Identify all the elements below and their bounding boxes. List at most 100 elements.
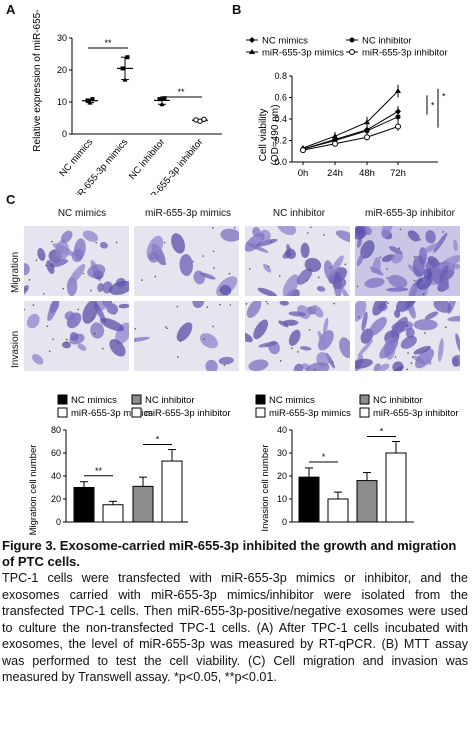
migration-bar-chart: Migration cell number NC mimicsmiR-655-3… bbox=[0, 390, 240, 535]
bar-y-tick-label: 0 bbox=[56, 517, 61, 527]
membrane-pore bbox=[280, 360, 282, 362]
bar bbox=[328, 499, 348, 522]
column-label-nc-mimics: NC mimics bbox=[27, 208, 137, 219]
sig-label: * bbox=[322, 452, 326, 462]
b-y-tick-label: 0.8 bbox=[274, 71, 287, 81]
b-y-tick-label: 0.4 bbox=[274, 114, 287, 124]
membrane-pore bbox=[46, 325, 48, 327]
b-series-line bbox=[303, 117, 398, 149]
invasion-ylabel: Invasion cell number bbox=[260, 444, 271, 531]
membrane-pore bbox=[220, 289, 222, 291]
membrane-pore bbox=[445, 326, 447, 328]
membrane-pore bbox=[344, 264, 346, 266]
membrane-pore bbox=[309, 329, 311, 331]
a-point bbox=[91, 97, 95, 101]
membrane-pore bbox=[45, 265, 47, 267]
membrane-pore bbox=[380, 256, 382, 258]
membrane-pore bbox=[33, 304, 35, 306]
membrane-pore bbox=[164, 242, 166, 244]
membrane-pore bbox=[297, 351, 299, 353]
membrane-pore bbox=[230, 304, 232, 306]
membrane-pore bbox=[207, 306, 209, 308]
a-sig-label: ** bbox=[104, 38, 112, 48]
membrane-pore bbox=[224, 364, 226, 366]
b-series-line bbox=[303, 127, 398, 151]
caption-title: Figure 3. Exosome-carried miR-655-3p inh… bbox=[2, 538, 468, 570]
b-x-tick-label: 48h bbox=[359, 168, 375, 179]
legend-swatch bbox=[58, 408, 67, 417]
bar bbox=[74, 488, 94, 523]
membrane-pore bbox=[453, 265, 455, 267]
bar bbox=[133, 486, 153, 522]
legend-label: miR-655-3p mimics bbox=[269, 408, 351, 419]
figure-caption: Figure 3. Exosome-carried miR-655-3p inh… bbox=[2, 538, 468, 686]
membrane-pore bbox=[83, 273, 85, 275]
membrane-pore bbox=[407, 352, 409, 354]
b-point bbox=[365, 128, 370, 133]
b-point bbox=[396, 114, 401, 119]
membrane-pore bbox=[314, 369, 316, 371]
bar bbox=[103, 505, 123, 522]
b-legend-marker bbox=[249, 37, 255, 43]
a-point bbox=[121, 66, 125, 70]
legend-swatch bbox=[132, 395, 141, 404]
membrane-pore bbox=[414, 256, 416, 258]
membrane-pore bbox=[406, 325, 408, 327]
panel-a-ylabel: Relative expression of miR-655-3p bbox=[32, 10, 43, 152]
panel-b-ylabel-line1: Cell viability bbox=[258, 109, 269, 162]
a-point bbox=[126, 55, 130, 59]
membrane-pore bbox=[176, 306, 178, 308]
b-x-tick-label: 24h bbox=[327, 168, 343, 179]
invasion-bar-chart: Invasion cell number NC mimics miR-655-3p… bbox=[236, 390, 472, 535]
membrane-pore bbox=[271, 241, 273, 243]
membrane-pore bbox=[166, 327, 168, 329]
membrane-pore bbox=[229, 273, 231, 275]
membrane-pore bbox=[291, 324, 293, 326]
panel-a-chart: Relative expression of miR-655-3p 010203… bbox=[0, 10, 225, 195]
b-legend-label: NC mimics bbox=[262, 36, 308, 47]
b-point bbox=[395, 88, 401, 93]
bar-y-tick-label: 80 bbox=[51, 425, 61, 435]
bar bbox=[357, 481, 377, 522]
membrane-pore bbox=[51, 241, 53, 243]
sig-label: ** bbox=[95, 466, 103, 476]
membrane-pore bbox=[212, 326, 214, 328]
membrane-pore bbox=[357, 286, 359, 288]
migration-ylabel: Migration cell number bbox=[28, 445, 39, 535]
column-label-nc-inhibitor: NC inhibitor bbox=[244, 208, 354, 219]
sig-label: * bbox=[156, 435, 160, 445]
membrane-pore bbox=[323, 234, 325, 236]
membrane-pore bbox=[414, 280, 416, 282]
a-x-tick-label: NC mimics bbox=[57, 137, 95, 179]
b-point bbox=[365, 135, 370, 140]
membrane-pore bbox=[318, 277, 320, 279]
membrane-pore bbox=[387, 302, 389, 304]
a-y-tick-label: 0 bbox=[62, 129, 67, 139]
legend-swatch bbox=[256, 395, 265, 404]
membrane-pore bbox=[423, 294, 425, 296]
a-y-tick-label: 10 bbox=[57, 97, 67, 107]
membrane-pore bbox=[387, 277, 389, 279]
b-legend-marker bbox=[350, 50, 355, 55]
membrane-pore bbox=[329, 267, 331, 269]
bar-y-tick-label: 20 bbox=[51, 494, 61, 504]
micrograph-image bbox=[355, 301, 460, 371]
b-point bbox=[333, 141, 338, 146]
membrane-pore bbox=[411, 362, 413, 364]
membrane-pore bbox=[386, 268, 388, 270]
membrane-pore bbox=[192, 261, 194, 263]
legend-label: NC mimics bbox=[269, 395, 315, 406]
membrane-pore bbox=[94, 333, 96, 335]
membrane-pore bbox=[102, 348, 104, 350]
a-point bbox=[158, 97, 162, 101]
b-y-tick-label: 0.2 bbox=[274, 136, 287, 146]
membrane-pore bbox=[310, 226, 312, 228]
b-series-line bbox=[303, 111, 398, 149]
bar-y-tick-label: 30 bbox=[277, 448, 287, 458]
membrane-pore bbox=[202, 255, 204, 257]
membrane-pore bbox=[234, 227, 236, 229]
membrane-pore bbox=[213, 251, 215, 253]
membrane-pore bbox=[332, 361, 334, 363]
a-y-tick-label: 20 bbox=[57, 65, 67, 75]
membrane-pore bbox=[66, 342, 68, 344]
